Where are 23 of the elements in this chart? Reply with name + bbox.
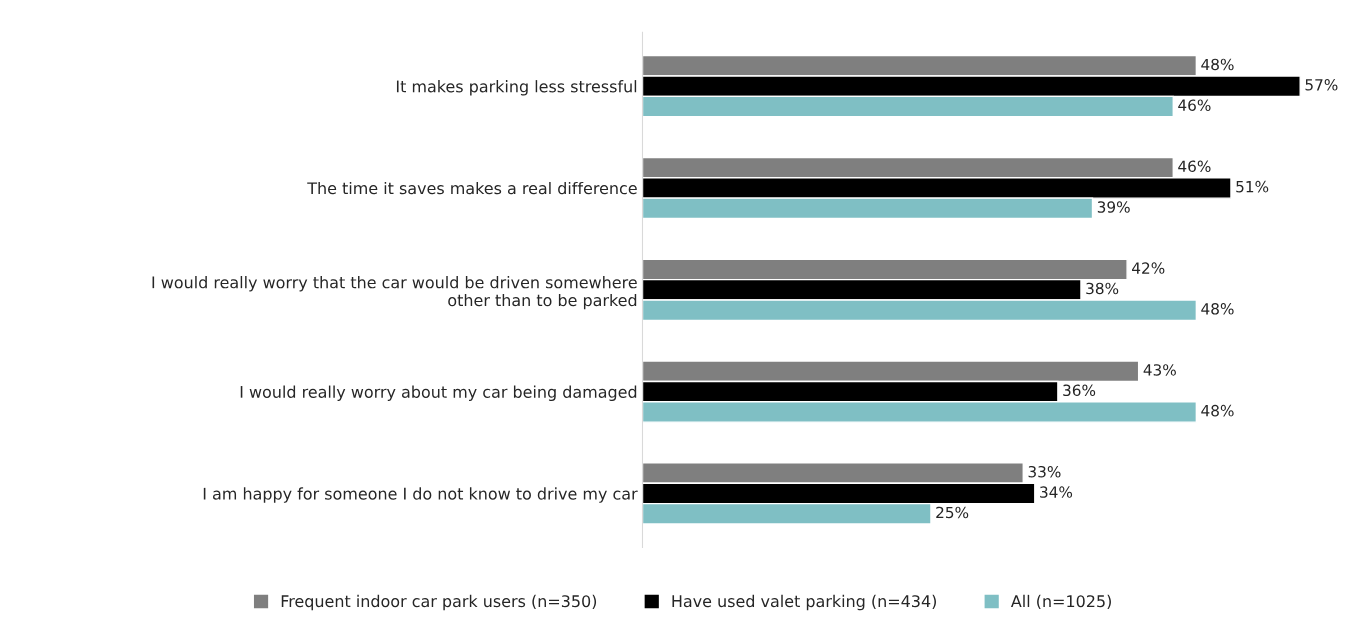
data-label: 57% [1305, 79, 1338, 91]
y-tick-label: The time it saves makes a real difference [307, 181, 637, 195]
data-label: 25% [936, 506, 969, 519]
data-label: 48% [1201, 303, 1234, 315]
data-label: 42% [1132, 262, 1165, 274]
data-label: 34% [1040, 486, 1073, 498]
legend-label: Have used valet parking (n=434) [672, 594, 936, 611]
data-label: 38% [1086, 282, 1119, 295]
data-label: 48% [1201, 58, 1234, 71]
data-label: 46% [1178, 160, 1211, 173]
y-tick-label: I am happy for someone I do not know to drive my car [203, 487, 638, 503]
y-tick-label: It makes parking less stressful [396, 80, 637, 96]
data-label: 39% [1097, 201, 1130, 213]
data-label: 43% [1143, 364, 1176, 376]
y-tick-label: I would really worry about my car being damaged [240, 385, 637, 402]
data-label: 48% [1201, 404, 1234, 417]
data-label: 33% [1028, 465, 1061, 478]
data-label: 36% [1063, 384, 1096, 397]
legend-label: Frequent indoor car park users (n=350) [281, 594, 597, 611]
y-tick-label: I would really worry that the car would be driven somewhere other than to be parked [152, 276, 637, 310]
legend-label: All (n=1025) [1010, 594, 1111, 610]
data-label: 46% [1178, 99, 1211, 111]
data-label: 51% [1236, 180, 1269, 193]
